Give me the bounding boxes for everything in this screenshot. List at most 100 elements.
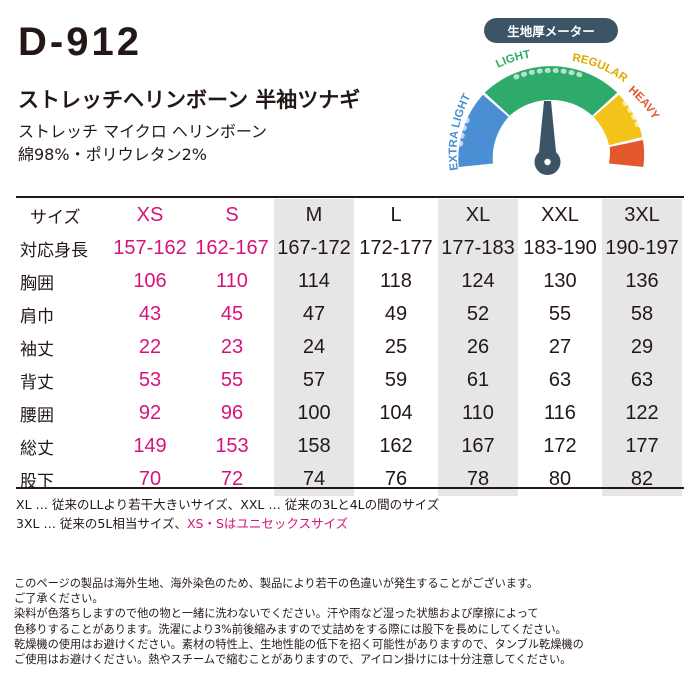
table-cell: 104 (379, 402, 413, 424)
product-title: ストレッチヘリンボーン 半袖ツナギ (18, 88, 361, 112)
thickness-meter: 生地厚メーター EXTRA LIGHT LIGHT REGULAR HEAVY (448, 18, 661, 175)
table-cell: 106 (133, 270, 167, 292)
product-model: D-912 (18, 20, 142, 64)
table-cell: 167-172 (274, 232, 354, 265)
table-cell: 177 (602, 430, 682, 463)
meter-badge: 生地厚メーター (484, 18, 618, 43)
table-row-inseam: 股下 70 72 74 76 78 80 82 (18, 463, 682, 496)
table-cell: 172-177 (359, 237, 433, 259)
size-notes: XL … 従来のLLより若干大きいサイズ、XXL … 従来の3Lと4Lの間のサイ… (16, 495, 439, 533)
size-col-s: S (225, 204, 239, 226)
table-cell: 55 (548, 303, 572, 325)
size-note-1: XL … 従来のLLより若干大きいサイズ、XXL … 従来の3Lと4Lの間のサイ… (16, 497, 440, 512)
table-row-sleeve: 袖丈 22 23 24 25 26 27 29 (18, 331, 682, 364)
table-cell: 122 (602, 397, 682, 430)
table-cell: 45 (220, 303, 244, 325)
table-cell: 57 (274, 364, 354, 397)
table-cell: 190-197 (602, 232, 682, 265)
table-cell: 82 (602, 463, 682, 496)
disclaimer-line: このページの製品は海外生地、海外染色のため、製品により若干の色違いが発生すること… (14, 577, 539, 590)
row-label: 背丈 (20, 373, 54, 393)
table-cell: 153 (215, 435, 249, 457)
care-disclaimer: このページの製品は海外生地、海外染色のため、製品により若干の色違いが発生すること… (14, 576, 584, 667)
table-cell: 80 (548, 468, 572, 490)
size-col-xxl: XXL (541, 204, 579, 226)
table-cell: 167 (438, 430, 518, 463)
meter-needle (534, 101, 561, 175)
table-cell: 61 (438, 364, 518, 397)
table-cell: 130 (543, 270, 577, 292)
table-cell: 47 (274, 298, 354, 331)
meter-segment-regular (593, 94, 643, 146)
table-cell: 76 (384, 468, 408, 490)
unisex-note: XS・Sはユニセックスサイズ (186, 516, 349, 531)
disclaimer-line: 色移りすることがあります。洗濯により3%前後縮みますので丈詰めをする際には股下を… (14, 622, 567, 636)
row-label: 総丈 (20, 439, 54, 459)
meter-segment-extra-light (458, 94, 509, 167)
table-cell: 58 (602, 298, 682, 331)
size-col-l: L (390, 204, 402, 226)
table-cell: 92 (138, 402, 162, 424)
size-header-row: サイズ XS S M L XL XXL 3XL (18, 199, 682, 232)
table-cell: 149 (133, 435, 167, 457)
size-note-2-text: 3XL … 従来の5L相当サイズ、 (16, 516, 187, 531)
table-cell: 158 (274, 430, 354, 463)
table-cell: 78 (438, 463, 518, 496)
table-cell: 72 (220, 468, 244, 490)
table-row-shoulder: 肩巾 43 45 47 49 52 55 58 (18, 298, 682, 331)
table-cell: 110 (216, 270, 248, 292)
row-label: 肩巾 (20, 307, 54, 327)
level-light: LIGHT (494, 49, 531, 71)
table-row-back-length: 背丈 53 55 57 59 61 63 63 (18, 364, 682, 397)
table-cell: 22 (138, 336, 162, 358)
table-cell: 26 (438, 331, 518, 364)
table-cell: 74 (274, 463, 354, 496)
table-row-hip: 腰囲 92 96 100 104 110 116 122 (18, 397, 682, 430)
meter-title: 生地厚メーター (507, 24, 595, 39)
row-label: 腰囲 (20, 406, 54, 426)
table-cell: 157-162 (113, 237, 187, 259)
table-cell: 162 (379, 435, 413, 457)
row-label: 袖丈 (20, 340, 54, 360)
row-label: 股下 (20, 472, 54, 492)
size-col-xs: XS (136, 204, 164, 226)
table-cell: 25 (384, 336, 408, 358)
table-cell: 118 (380, 270, 412, 292)
table-cell: 52 (438, 298, 518, 331)
fabric-composition: 綿98%・ポリウレタン2% (18, 145, 207, 164)
size-col-3xl: 3XL (602, 199, 682, 232)
table-cell: 59 (384, 369, 408, 391)
disclaimer-line: 乾燥機の使用はお避けください。素材の特性上、生地性能の低下を招く可能性があります… (14, 637, 584, 651)
table-cell: 114 (274, 265, 354, 298)
size-col-m: M (274, 199, 354, 232)
table-cell: 24 (274, 331, 354, 364)
table-cell: 110 (438, 397, 518, 430)
table-cell: 27 (548, 336, 572, 358)
table-cell: 70 (138, 468, 162, 490)
size-header-label: サイズ (30, 208, 81, 228)
size-table: サイズ XS S M L XL XXL 3XL 対応身長 157-162 162… (16, 199, 684, 496)
disclaimer-line: ご使用はお避けください。熱やスチームで縮むことがありますので、アイロン掛けには十… (14, 653, 572, 667)
disclaimer-line: ご了承ください。 (14, 592, 104, 606)
table-row-total-length: 総丈 149 153 158 162 167 172 177 (18, 430, 682, 463)
table-row-chest: 胸囲 106 110 114 118 124 130 136 (18, 265, 682, 298)
table-top-rule (16, 196, 684, 198)
table-cell: 63 (548, 369, 572, 391)
disclaimer-line: 染料が色落ちしますので他の物と一緒に洗わないでください。汗や雨など湿った状態およ… (14, 607, 539, 621)
table-cell: 100 (274, 397, 354, 430)
table-cell: 23 (220, 336, 244, 358)
table-bottom-rule (16, 487, 684, 489)
table-cell: 124 (438, 265, 518, 298)
table-cell: 116 (544, 402, 576, 424)
material-info: ストレッチ マイクロ ヘリンボーン 綿98%・ポリウレタン2% (18, 120, 267, 166)
row-label: 対応身長 (20, 241, 88, 261)
fabric-name: ストレッチ マイクロ ヘリンボーン (18, 122, 268, 141)
table-cell: 136 (602, 265, 682, 298)
table-row-height: 対応身長 157-162 162-167 167-172 172-177 177… (18, 232, 682, 265)
table-cell: 55 (220, 369, 244, 391)
table-cell: 43 (138, 303, 162, 325)
table-cell: 29 (602, 331, 682, 364)
meter-segment-heavy (609, 140, 645, 167)
row-label: 胸囲 (20, 274, 54, 294)
table-cell: 96 (220, 402, 244, 424)
